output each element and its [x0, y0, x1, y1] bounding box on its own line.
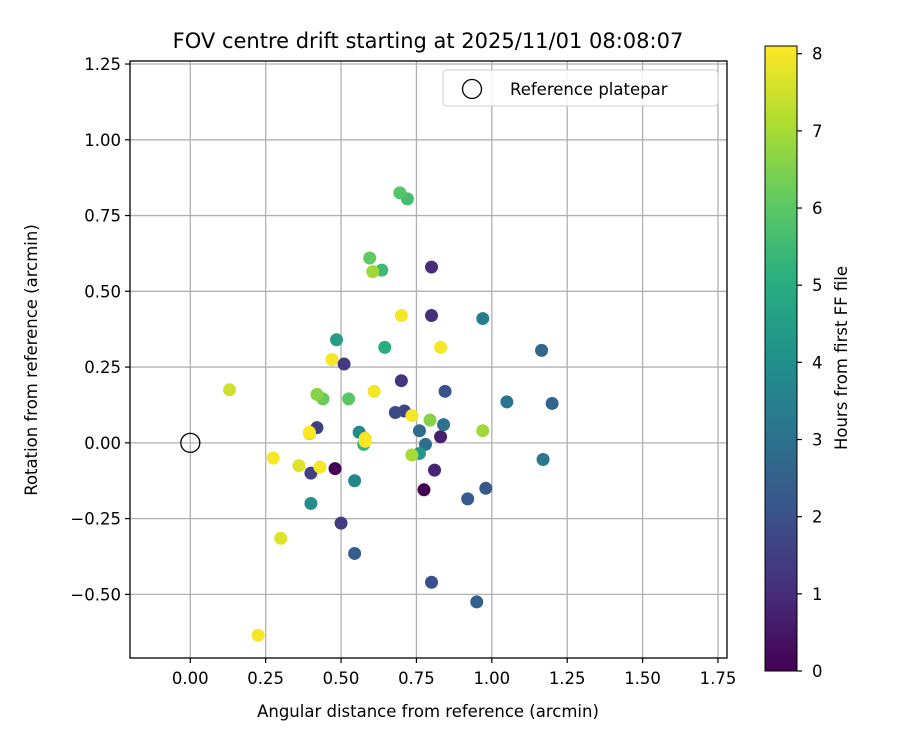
data-points: [223, 186, 559, 642]
data-point: [500, 395, 514, 409]
data-point: [310, 387, 324, 401]
data-point: [348, 474, 362, 488]
grid: [130, 61, 727, 658]
legend-box: [442, 69, 719, 107]
data-point: [313, 460, 327, 474]
data-point: [425, 575, 439, 589]
data-point: [428, 463, 442, 477]
y-tick-label: −0.50: [70, 585, 121, 604]
data-point: [412, 424, 426, 438]
x-tick-label: 0.25: [247, 669, 284, 688]
colorbar-tick-label: 5: [812, 276, 823, 295]
x-tick-label: 1.50: [624, 669, 661, 688]
reference-marker-layer: [180, 432, 201, 453]
data-point: [328, 462, 342, 476]
data-point: [342, 392, 356, 406]
data-point: [434, 430, 448, 444]
x-tick-label: 1.00: [473, 669, 510, 688]
data-point: [348, 546, 362, 560]
data-point: [405, 409, 419, 423]
colorbar-gradient: [764, 45, 798, 672]
y-tick-label: 1.25: [84, 55, 121, 74]
data-point: [394, 374, 408, 388]
y-axis: −0.50 −0.25 0.00 0.25 0.50 0.75 1.00 1.25: [70, 55, 130, 604]
y-tick-label: 1.00: [84, 131, 121, 150]
data-point: [334, 516, 348, 530]
colorbar-tick-label: 7: [812, 122, 823, 141]
reference-platepar-marker: [180, 432, 201, 453]
data-point: [378, 340, 392, 354]
data-point: [325, 353, 339, 366]
y-tick-label: 0.50: [84, 282, 121, 301]
colorbar-label: Hours from first FF file: [832, 266, 851, 450]
data-point: [358, 434, 372, 448]
data-point: [366, 265, 380, 279]
data-point: [302, 425, 316, 439]
x-tick-label: 0.50: [323, 669, 360, 688]
y-axis-label: Rotation from reference (arcmin): [22, 224, 41, 496]
data-point: [479, 481, 493, 495]
x-tick-label: 1.25: [549, 669, 586, 688]
colorbar-ticks: 0 1 2 3 4 5 6 7 8: [797, 45, 823, 681]
data-point: [536, 453, 550, 467]
data-point: [425, 260, 439, 274]
data-point: [423, 413, 437, 427]
colorbar-tick-label: 2: [812, 508, 823, 527]
colorbar-tick-label: 8: [812, 45, 823, 64]
data-point: [394, 309, 408, 323]
data-point: [417, 483, 431, 497]
colorbar-tick-label: 1: [812, 585, 823, 604]
y-tick-label: 0.25: [84, 358, 121, 377]
data-point: [405, 448, 419, 462]
data-point: [251, 628, 265, 642]
y-tick-label: 0.75: [84, 207, 121, 226]
legend: Reference platepar: [442, 69, 719, 107]
data-point: [337, 357, 351, 371]
data-point: [470, 595, 484, 609]
data-point: [223, 383, 236, 397]
x-tick-label: 0.00: [172, 669, 209, 688]
legend-label: Reference platepar: [510, 80, 668, 99]
data-point: [535, 343, 549, 357]
data-point: [476, 424, 490, 438]
data-point: [388, 406, 402, 420]
colorbar-tick-label: 3: [812, 431, 823, 450]
data-point: [266, 451, 280, 465]
data-point: [367, 384, 381, 398]
data-point: [438, 384, 452, 398]
data-point: [363, 251, 377, 265]
data-point: [545, 396, 559, 410]
data-point: [437, 418, 451, 432]
x-axis-label: Angular distance from reference (arcmin): [257, 702, 599, 721]
data-point: [304, 496, 318, 510]
data-point: [274, 531, 288, 545]
plot-frame: [129, 60, 728, 659]
legend-marker-icon: [461, 78, 483, 100]
data-point: [393, 186, 407, 200]
colorbar: 0 1 2 3 4 5 6 7 8 Hours from first FF file: [764, 45, 851, 681]
y-tick-label: 0.00: [84, 434, 121, 453]
x-tick-label: 1.75: [700, 669, 737, 688]
data-point: [292, 459, 306, 473]
data-point: [461, 492, 475, 506]
x-tick-label: 0.75: [398, 669, 435, 688]
x-axis: 0.00 0.25 0.50 0.75 1.00 1.25 1.50 1.75: [172, 658, 736, 688]
colorbar-tick-label: 6: [812, 199, 823, 218]
data-point: [476, 312, 490, 326]
data-point: [330, 333, 344, 347]
chart-title: FOV centre drift starting at 2025/11/01 …: [173, 29, 684, 53]
colorbar-tick-label: 4: [812, 353, 823, 372]
y-tick-label: −0.25: [70, 510, 121, 529]
data-point: [425, 309, 439, 323]
data-point: [434, 340, 448, 354]
colorbar-tick-label: 0: [812, 662, 823, 681]
